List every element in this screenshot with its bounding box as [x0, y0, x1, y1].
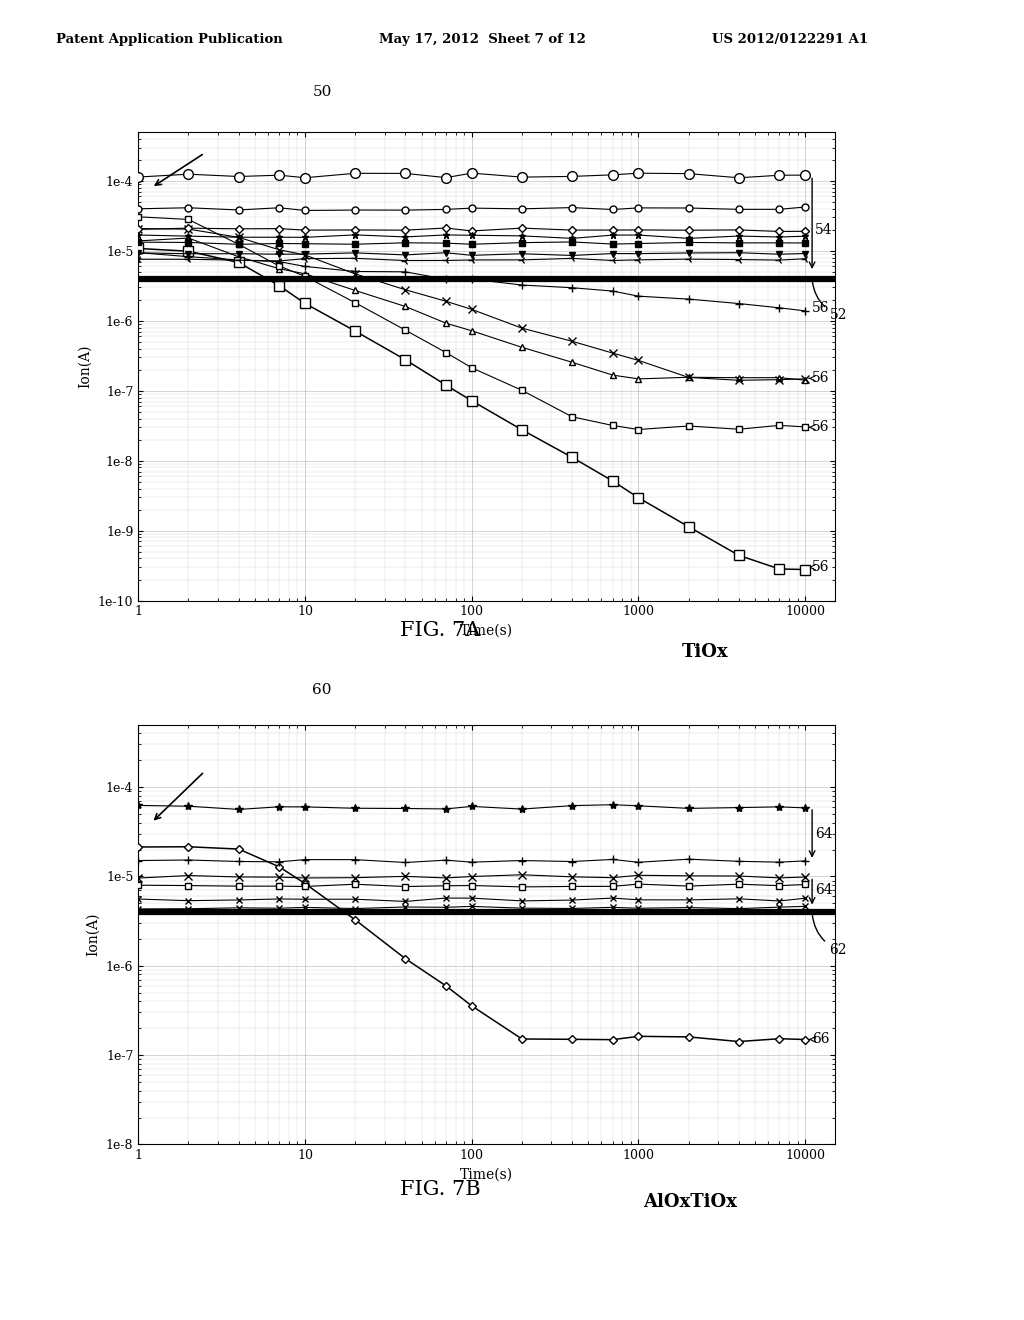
Text: 56: 56 — [812, 301, 829, 315]
Text: Patent Application Publication: Patent Application Publication — [56, 33, 283, 46]
Text: 56: 56 — [812, 371, 829, 385]
Text: 56: 56 — [812, 560, 829, 574]
Text: 66: 66 — [812, 1032, 829, 1047]
Text: AlOxTiOx: AlOxTiOx — [643, 1193, 737, 1210]
Text: FIG. 7A: FIG. 7A — [400, 622, 480, 640]
Text: FIG. 7B: FIG. 7B — [400, 1180, 480, 1199]
Text: 62: 62 — [812, 915, 847, 957]
Y-axis label: Ion(A): Ion(A) — [78, 345, 92, 388]
Text: 60: 60 — [312, 682, 332, 697]
Text: US 2012/0122291 A1: US 2012/0122291 A1 — [712, 33, 867, 46]
X-axis label: Time(s): Time(s) — [460, 1168, 513, 1181]
Text: 50: 50 — [312, 84, 332, 99]
Text: 56: 56 — [812, 420, 829, 434]
Text: TiOx: TiOx — [681, 643, 728, 661]
Text: 64: 64 — [815, 826, 833, 841]
Text: 54: 54 — [815, 223, 833, 236]
X-axis label: Time(s): Time(s) — [460, 624, 513, 638]
Text: 64: 64 — [815, 883, 833, 898]
Y-axis label: Ion(A): Ion(A) — [86, 913, 100, 956]
Text: 52: 52 — [812, 281, 847, 322]
Text: May 17, 2012  Sheet 7 of 12: May 17, 2012 Sheet 7 of 12 — [379, 33, 586, 46]
